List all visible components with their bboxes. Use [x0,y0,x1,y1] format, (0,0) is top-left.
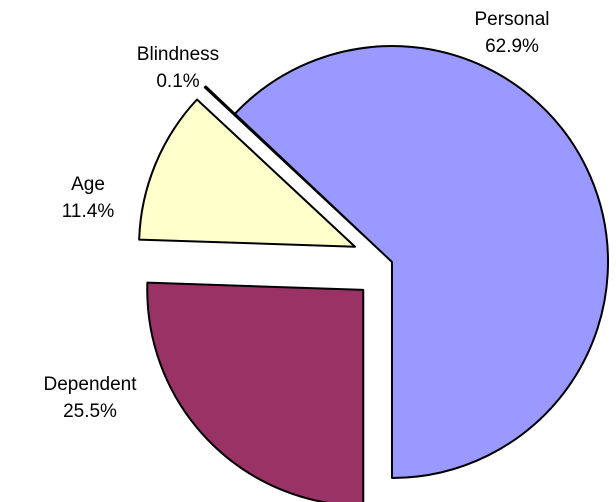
slice-label: Personal [475,9,550,30]
slice-value: 25.5% [63,401,117,422]
slice-label: Dependent [44,374,138,395]
slice-value: 62.9% [485,36,539,57]
slice-label: Blindness [137,44,219,65]
slice-value: 0.1% [156,71,199,92]
pie-slice [138,98,357,248]
pie-slice [146,281,365,502]
slice-value: 11.4% [62,201,115,222]
slice-label: Age [71,174,105,195]
pie-slice [233,45,609,479]
